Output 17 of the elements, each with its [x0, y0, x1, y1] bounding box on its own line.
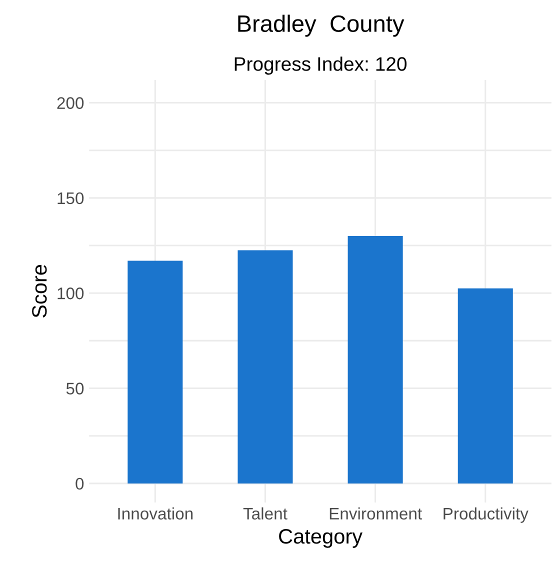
x-axis-title: Category — [279, 528, 363, 548]
y-tick-label: 150 — [58, 192, 84, 204]
bar — [348, 236, 403, 484]
y-tick-label: 200 — [57, 97, 84, 109]
bar — [128, 260, 183, 484]
bar — [458, 288, 513, 484]
x-tick-label: Environment — [330, 507, 422, 520]
x-tick-label: Productivity — [444, 507, 528, 523]
y-tick-label: 100 — [58, 288, 84, 300]
bar — [238, 250, 293, 484]
x-tick-label: Talent — [243, 507, 288, 520]
x-tick-label: Innovation — [118, 507, 193, 520]
chart-subtitle: Progress Index: 120 — [234, 56, 407, 75]
y-tick-label: 50 — [66, 382, 84, 394]
y-axis-title: Score — [32, 264, 47, 318]
chart-title: Bradley County — [238, 14, 404, 37]
y-tick-label: 0 — [76, 478, 84, 490]
